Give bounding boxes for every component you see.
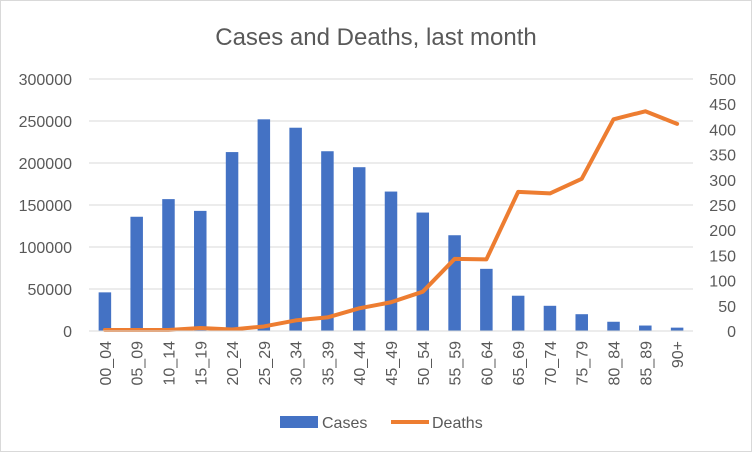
- cases-bar: [448, 235, 461, 331]
- cases-bar: [352, 167, 366, 331]
- y-right-tick-label: 300: [709, 173, 736, 190]
- cases-bar: [162, 199, 175, 331]
- cases-bar: [480, 268, 493, 331]
- x-tick-label: 15_19: [193, 341, 210, 386]
- x-tick-label: 90+: [670, 341, 687, 368]
- y-right-tick-label: 100: [709, 274, 736, 291]
- y-left-tick-label: 50000: [28, 282, 73, 299]
- x-tick-label: 05_09: [130, 341, 147, 386]
- y-right-tick-label: 250: [709, 198, 736, 215]
- cases-bar: [543, 305, 557, 331]
- y-right-tick-label: 200: [709, 223, 736, 240]
- x-tick-label: 75_79: [575, 341, 592, 386]
- x-axis: 00_04 05_09 10_14 15_19 20_24 25_29 30_34 35_39…: [89, 330, 693, 386]
- deaths-line-path: [102, 109, 680, 332]
- cases-bar: [321, 151, 334, 331]
- y-right-tick-label: 50: [718, 299, 736, 316]
- y-right-tick-label: 350: [709, 148, 736, 165]
- y-right-tick-label: 400: [709, 122, 736, 139]
- deaths-line: [102, 109, 680, 332]
- y-right-tick-label: 150: [709, 248, 736, 265]
- cases-bar: [98, 292, 112, 331]
- cases-bar: [575, 314, 588, 331]
- x-tick-label: 50_54: [416, 341, 433, 386]
- cases-bar: [257, 119, 271, 331]
- y-left-tick-label: 150000: [19, 198, 72, 215]
- x-tick-label: 40_44: [352, 341, 369, 386]
- y-left-tick-label: 200000: [19, 156, 72, 173]
- right-axis: 0 50 100 150 200 250 300 350 400 450 500: [709, 72, 736, 341]
- x-tick-label: 60_64: [479, 341, 496, 386]
- cases-bar: [384, 191, 398, 331]
- cases-bar: [289, 127, 302, 331]
- x-tick-label: 55_59: [448, 341, 465, 386]
- y-left-tick-label: 100000: [19, 240, 72, 257]
- chart-title: Cases and Deaths, last month: [215, 24, 537, 51]
- y-right-tick-label: 500: [709, 72, 736, 89]
- x-tick-label: 30_34: [289, 341, 306, 386]
- y-left-tick-label: 0: [63, 324, 72, 341]
- legend-cases-swatch: [280, 416, 318, 428]
- cases-bar: [607, 321, 620, 331]
- x-tick-label: 10_14: [161, 341, 178, 386]
- cases-bar: [416, 212, 430, 331]
- y-right-tick-label: 450: [709, 97, 736, 114]
- x-tick-label: 35_39: [320, 341, 337, 386]
- cases-bars: [98, 119, 684, 331]
- x-tick-label: 65_69: [511, 341, 528, 386]
- legend-cases-label: Cases: [322, 415, 367, 432]
- cases-bar: [225, 152, 239, 331]
- x-tick-label: 45_49: [384, 341, 401, 386]
- x-tick-label: 80_84: [607, 341, 624, 386]
- x-tick-label: 70_74: [543, 341, 560, 386]
- cases-bar: [639, 325, 652, 331]
- left-axis: 0 50000 100000 150000 200000 250000 300000: [19, 72, 72, 341]
- x-tick-label: 20_24: [225, 341, 242, 386]
- legend-deaths-label: Deaths: [432, 415, 483, 432]
- cases-bar: [194, 210, 207, 331]
- x-tick-label: 00_04: [98, 341, 115, 386]
- cases-bar: [511, 295, 525, 331]
- y-right-tick-label: 0: [727, 324, 736, 341]
- y-left-tick-label: 250000: [19, 114, 72, 131]
- legend: Cases Deaths: [280, 415, 483, 432]
- y-left-tick-label: 300000: [19, 72, 72, 89]
- x-tick-label: 25_29: [257, 341, 274, 386]
- cases-bar: [130, 216, 143, 331]
- x-tick-label: 85_89: [638, 341, 655, 386]
- cases-bar: [670, 327, 684, 331]
